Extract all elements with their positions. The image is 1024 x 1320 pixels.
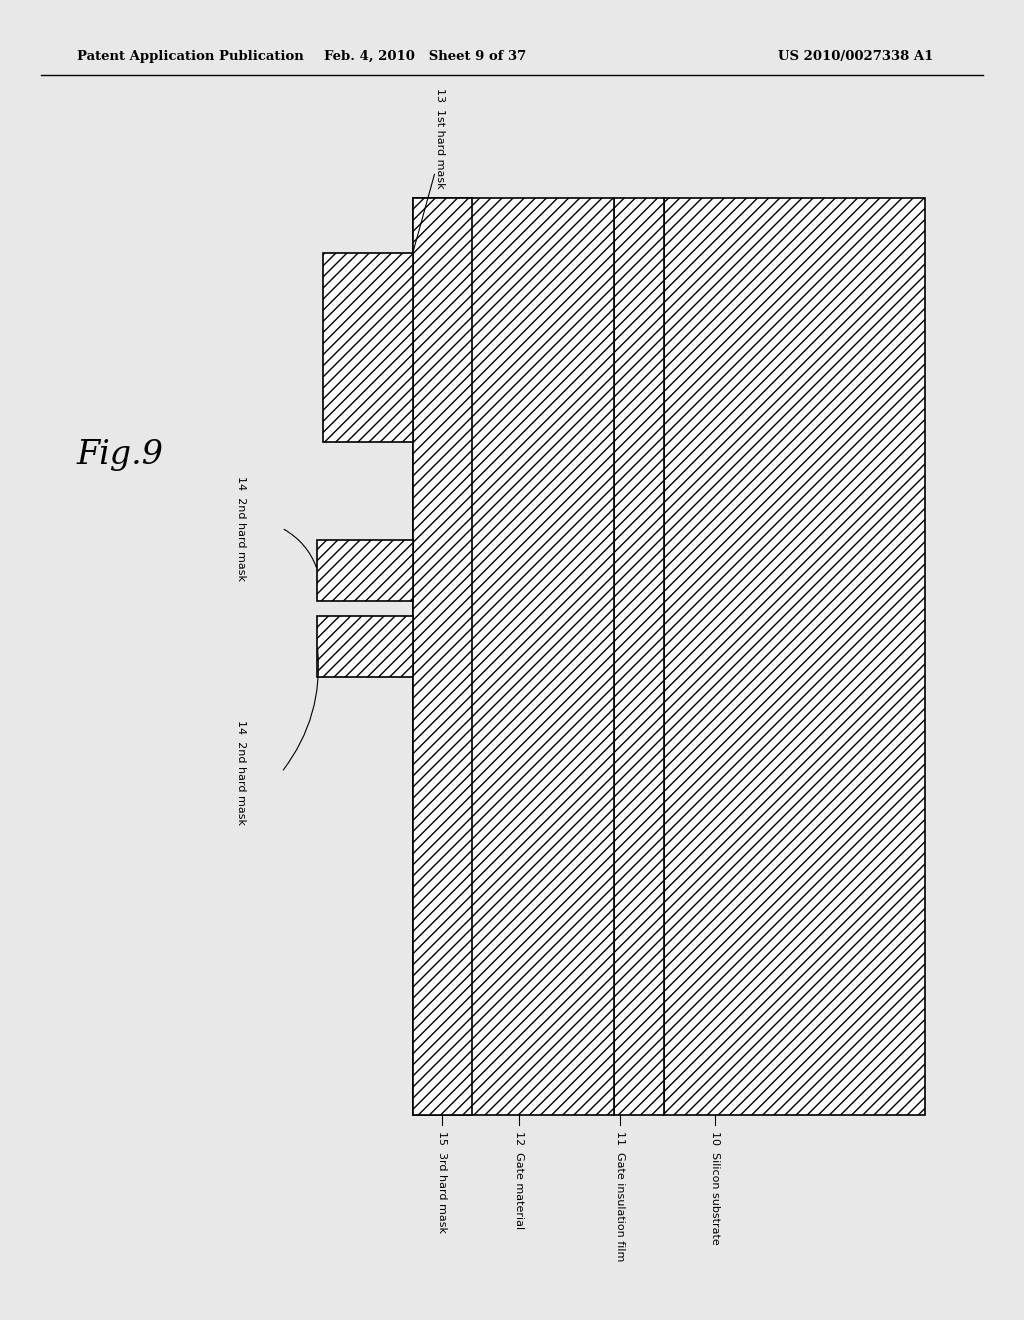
- Text: 13  1st hard mask: 13 1st hard mask: [435, 88, 445, 189]
- Text: 10  Silicon substrate: 10 Silicon substrate: [710, 1131, 720, 1245]
- Text: 12  Gate material: 12 Gate material: [514, 1131, 524, 1229]
- Bar: [323, 253, 413, 442]
- Bar: [413, 198, 614, 1115]
- Text: 15  3rd hard mask: 15 3rd hard mask: [437, 1131, 447, 1233]
- Bar: [413, 198, 472, 1115]
- Text: Patent Application Publication: Patent Application Publication: [77, 50, 303, 63]
- Bar: [614, 198, 664, 1115]
- Text: Fig.9: Fig.9: [77, 440, 164, 471]
- Bar: [317, 616, 413, 677]
- Text: 14  2nd hard mask: 14 2nd hard mask: [236, 719, 246, 825]
- Text: 11  Gate insulation film: 11 Gate insulation film: [614, 1131, 625, 1262]
- Text: Feb. 4, 2010   Sheet 9 of 37: Feb. 4, 2010 Sheet 9 of 37: [324, 50, 526, 63]
- Bar: [664, 198, 925, 1115]
- Bar: [317, 540, 413, 601]
- Text: 14  2nd hard mask: 14 2nd hard mask: [236, 475, 246, 581]
- Text: US 2010/0027338 A1: US 2010/0027338 A1: [778, 50, 934, 63]
